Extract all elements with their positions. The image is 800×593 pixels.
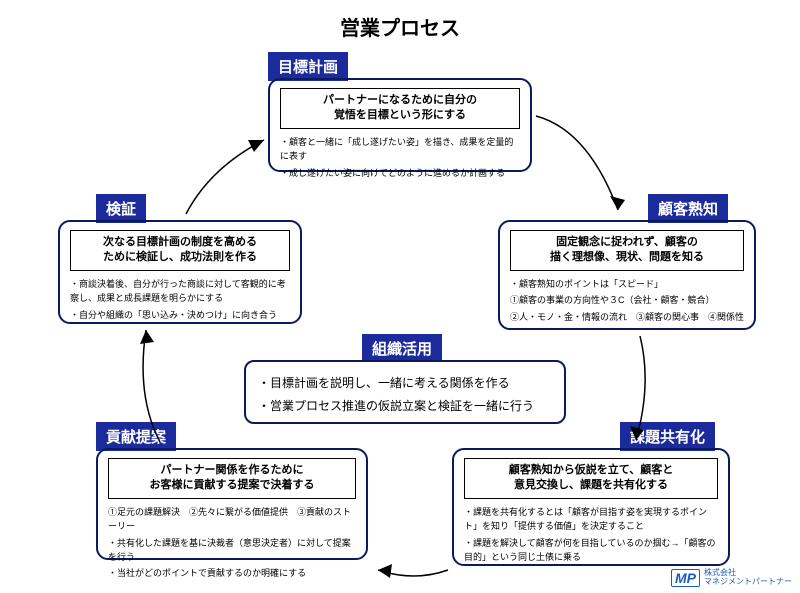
node-goal-heading: パートナーになるために自分の 覚悟を目標という形にする — [280, 88, 520, 129]
node-verify: 次なる目標計画の制度を高める ために検証し、成功法則を作る ・商談決着後、自分が… — [58, 220, 302, 324]
label-propose-text: 貢献提案 — [106, 429, 166, 446]
footer-logo: MP 株式会社 マネジメントパートナー — [671, 569, 792, 587]
node-propose: パートナー関係を作るために お客様に貢献する提案で決着する ①足元の課題解決 ②… — [96, 448, 368, 560]
label-share: 課題共有化 — [620, 422, 715, 451]
node-share-heading: 顧客熟知から仮説を立て、顧客と 意見交換し、課題を共有化する — [464, 458, 718, 499]
node-verify-heading: 次なる目標計画の制度を高める ために検証し、成功法則を作る — [70, 230, 290, 271]
node-center: ・目標計画を説明し、一緒に考える関係を作る ・営業プロセス推進の仮説立案と検証を… — [244, 360, 566, 424]
node-goal-bullets: ・顧客と一緒に「成し遂げたい姿」を描き、成果を定量的に表す ・成し遂げたい姿に向… — [280, 135, 520, 180]
node-share-bullets: ・課題を共有化するとは「顧客が目指す姿を実現するポイント」を知り「提供する価値」… — [464, 505, 718, 565]
node-propose-bullets: ①足元の課題解決 ②先々に繋がる価値提供 ③貢献のストーリー ・共有化した課題を… — [108, 505, 356, 581]
node-propose-heading: パートナー関係を作るために お客様に貢献する提案で決着する — [108, 458, 356, 499]
label-verify-text: 検証 — [106, 201, 136, 218]
node-customer-bullets: ・顧客熟知のポイントは「スピード」 ①顧客の事業の方向性や３C（会社・顧客・競合… — [510, 277, 744, 324]
label-share-text: 課題共有化 — [630, 429, 705, 446]
page-title: 営業プロセス — [0, 12, 800, 41]
footer-logo-mark: MP — [671, 569, 700, 587]
label-verify: 検証 — [96, 194, 146, 223]
node-customer: 固定観念に捉われず、顧客の 描く理想像、現状、問題を知る ・顧客熟知のポイントは… — [498, 220, 756, 330]
node-share: 顧客熟知から仮説を立て、顧客と 意見交換し、課題を共有化する ・課題を共有化する… — [452, 448, 730, 566]
label-center: 組織活用 — [362, 334, 442, 363]
label-center-text: 組織活用 — [372, 341, 432, 358]
node-goal: パートナーになるために自分の 覚悟を目標という形にする ・顧客と一緒に「成し遂げ… — [268, 78, 532, 172]
label-goal-text: 目標計画 — [278, 59, 338, 76]
footer-logo-text: 株式会社 マネジメントパートナー — [704, 569, 792, 587]
label-customer: 顧客熟知 — [648, 194, 728, 223]
node-verify-bullets: ・商談決着後、自分が行った商談に対して客観的に考察し、成果と成長課題を明らかにす… — [70, 277, 290, 322]
center-bullets: ・目標計画を説明し、一緒に考える関係を作る ・営業プロセス推進の仮説立案と検証を… — [258, 372, 552, 418]
label-customer-text: 顧客熟知 — [658, 201, 718, 218]
label-propose: 貢献提案 — [96, 422, 176, 451]
label-goal: 目標計画 — [268, 52, 348, 81]
node-customer-heading: 固定観念に捉われず、顧客の 描く理想像、現状、問題を知る — [510, 230, 744, 271]
